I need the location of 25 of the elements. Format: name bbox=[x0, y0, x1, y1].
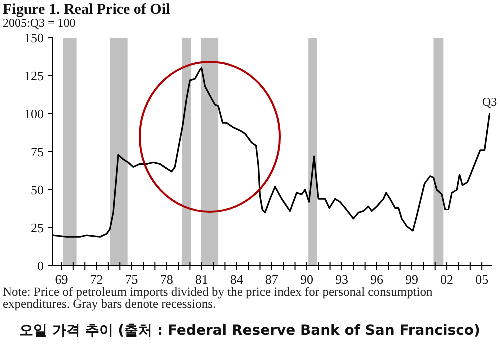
x-tick-label: 75 bbox=[125, 272, 138, 287]
x-tick-label: 99 bbox=[406, 272, 419, 287]
x-tick-label: 84 bbox=[230, 272, 244, 287]
text: Note: Price of petroleum imports divided by the price index for personal consumption expenditures. Gray bars denote recessions. bbox=[3, 285, 434, 311]
y-tick-label: 125 bbox=[24, 68, 44, 84]
x-tick-label: 05 bbox=[476, 272, 489, 287]
x-tick-label: 81 bbox=[195, 272, 208, 287]
y-tick-label: 0 bbox=[38, 258, 44, 274]
y-tick-label: 150 bbox=[24, 30, 44, 46]
y-tick-label: 50 bbox=[31, 182, 44, 198]
x-tick-label: 02 bbox=[440, 272, 454, 287]
x-tick-label: 90 bbox=[300, 272, 314, 287]
chart-subtitle: 2005:Q3 = 100 bbox=[3, 16, 76, 30]
text: 오일 가격 추이 (출처 : Federal Reserve Bank of San Francisco) bbox=[18, 322, 482, 340]
x-tick-label: 96 bbox=[370, 272, 384, 287]
chart-title: Figure 1. Real Price of Oil bbox=[3, 2, 170, 18]
x-tick-label: 87 bbox=[265, 272, 279, 287]
y-tick-label: 25 bbox=[31, 220, 44, 236]
y-tick-label: 100 bbox=[24, 106, 44, 122]
annotation: Q3 bbox=[482, 95, 498, 109]
x-tick-label: 78 bbox=[160, 272, 174, 287]
y-tick-label: 75 bbox=[31, 144, 44, 160]
x-tick-label: 93 bbox=[335, 272, 348, 287]
x-tick-label: 72 bbox=[90, 272, 104, 287]
x-tick-label: 69 bbox=[55, 272, 68, 287]
